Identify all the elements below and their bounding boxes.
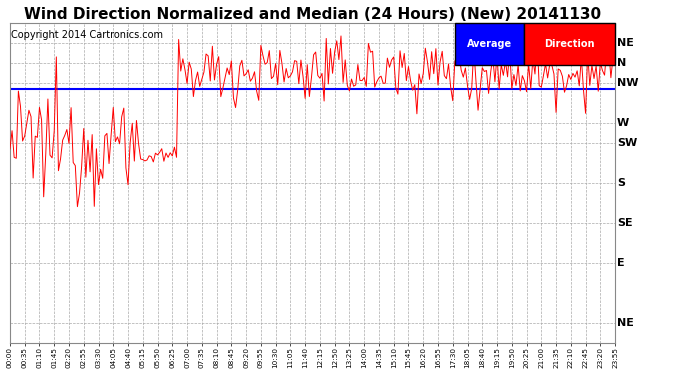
- FancyBboxPatch shape: [524, 23, 615, 64]
- Text: NE: NE: [617, 318, 634, 328]
- Text: NE: NE: [617, 38, 634, 48]
- Text: N: N: [617, 58, 626, 68]
- Text: NW: NW: [617, 78, 638, 88]
- Text: S: S: [617, 178, 625, 188]
- Text: E: E: [617, 258, 624, 268]
- Text: SW: SW: [617, 138, 637, 148]
- Text: SE: SE: [617, 218, 633, 228]
- Text: W: W: [617, 118, 629, 128]
- FancyBboxPatch shape: [455, 23, 524, 64]
- Text: Average: Average: [467, 39, 512, 49]
- Title: Wind Direction Normalized and Median (24 Hours) (New) 20141130: Wind Direction Normalized and Median (24…: [24, 7, 601, 22]
- Text: Copyright 2014 Cartronics.com: Copyright 2014 Cartronics.com: [10, 30, 163, 39]
- Text: Direction: Direction: [544, 39, 595, 49]
